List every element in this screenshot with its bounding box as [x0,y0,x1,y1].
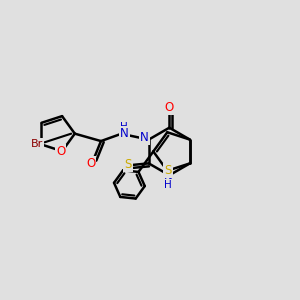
Text: N: N [164,170,172,183]
Text: Br: Br [31,139,43,149]
Text: O: O [86,157,95,169]
Text: O: O [165,101,174,114]
Text: S: S [164,164,172,177]
Text: N: N [140,131,148,144]
Text: H: H [164,180,172,190]
Text: H: H [120,122,128,132]
Text: O: O [56,145,65,158]
Text: N: N [120,127,129,140]
Text: S: S [124,158,132,171]
